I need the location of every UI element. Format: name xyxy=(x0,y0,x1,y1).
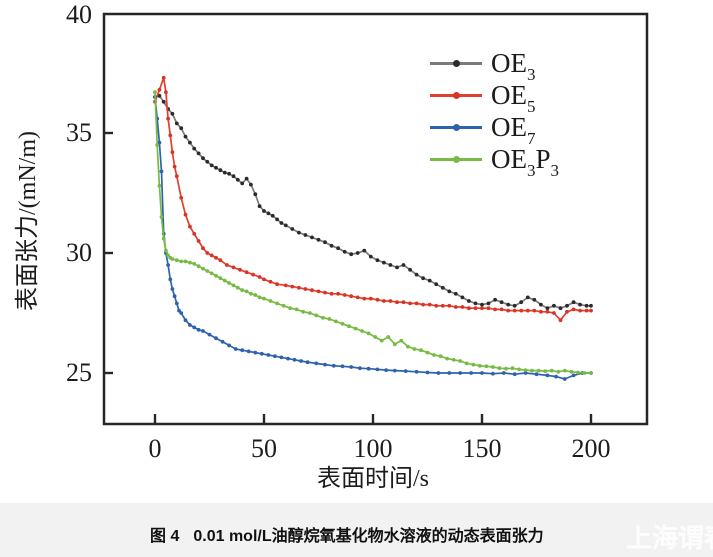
x-tick-label-200: 200 xyxy=(571,434,611,463)
watermark: 上海谓春 xyxy=(626,523,713,553)
legend-item-oe3p3: OE3P3 xyxy=(430,143,560,180)
y-tick-label-25: 25 xyxy=(66,358,92,387)
x-tick-label-150: 150 xyxy=(462,434,502,463)
x-tick-label-50: 50 xyxy=(251,434,277,463)
y-tick-label-30: 30 xyxy=(66,238,92,267)
data-curves xyxy=(153,75,593,381)
figure-caption-label: 图 4 xyxy=(150,528,180,545)
legend-marker-oe3p3 xyxy=(430,155,482,163)
legend-label-oe7: OE7 xyxy=(491,111,536,148)
legend-label-oe3: OE3 xyxy=(491,47,536,84)
legend-item-oe5: OE5 xyxy=(430,79,559,116)
caption-strip xyxy=(0,503,713,557)
y-tick-label-35: 35 xyxy=(66,118,92,147)
legend-label-oe5: OE5 xyxy=(491,79,536,116)
x-axis-ticks xyxy=(153,414,593,423)
curve-oe5 xyxy=(154,77,591,322)
figure-caption: 图 4 0.01 mol/L油醇烷氧基化物水溶液的动态表面张力 xyxy=(150,527,544,547)
legend-marker-oe5 xyxy=(430,91,482,99)
y-axis-ticks xyxy=(104,131,113,375)
legend-marker-oe7 xyxy=(430,123,482,131)
figure-caption-text: 0.01 mol/L油醇烷氧基化物水溶液的动态表面张力 xyxy=(193,528,544,545)
x-tick-label-0: 0 xyxy=(148,434,162,463)
legend: OE3 OE5 OE7 OE3P3 xyxy=(430,47,560,180)
y-tick-label-40: 40 xyxy=(66,0,92,29)
legend-item-oe3: OE3 xyxy=(430,47,559,84)
x-tick-label-100: 100 xyxy=(353,434,393,463)
plot-border xyxy=(102,12,649,426)
legend-label-oe3p3: OE3P3 xyxy=(491,143,560,180)
x-axis-title: 表面时间/s xyxy=(316,466,429,492)
legend-marker-oe3 xyxy=(430,59,482,67)
legend-item-oe7: OE7 xyxy=(430,111,559,148)
y-axis-title: 表面张力/(mN/m) xyxy=(15,131,41,311)
